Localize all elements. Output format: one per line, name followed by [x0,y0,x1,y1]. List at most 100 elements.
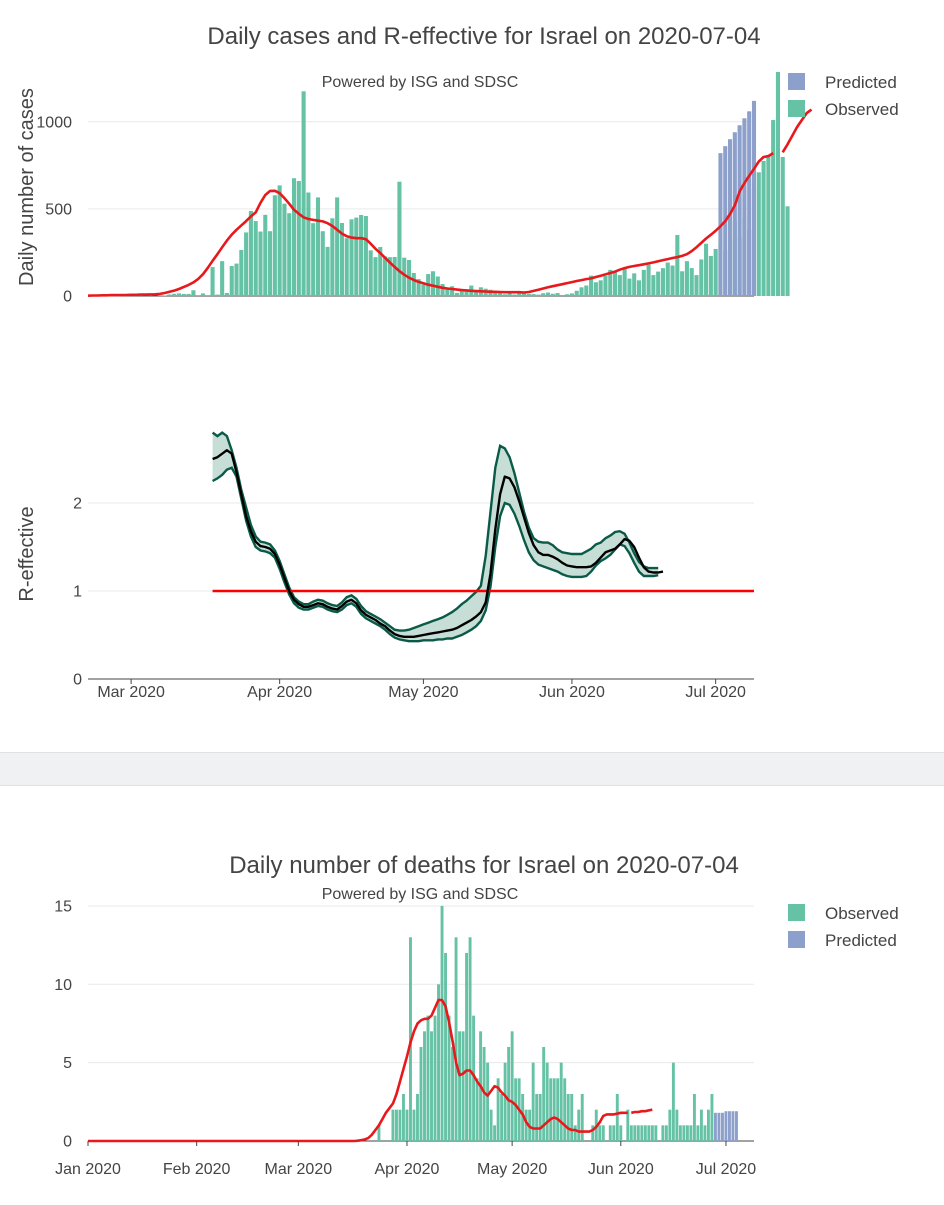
deaths-bar-observed [665,1125,668,1141]
cases-bar-observed [225,293,229,296]
cases-bar-observed [527,294,531,296]
deaths-bar-observed [514,1078,517,1141]
deaths-bar-observed [507,1047,510,1141]
deaths-chart: Daily number of deaths for Israel on 202… [0,786,944,1200]
deaths-bar-predicted [735,1111,738,1141]
cases-bar-observed [445,289,449,296]
cases-bar-observed [556,293,560,296]
deaths-bar-observed [654,1125,657,1141]
cases-bar-observed [546,293,550,296]
cases-bar-observed [603,276,607,296]
cases-bar-observed [757,172,761,296]
deaths-bar-predicted [725,1111,728,1141]
deaths-bar-observed [451,1047,454,1141]
deaths-bar-observed [441,906,444,1141]
deaths-bar-observed [563,1078,566,1141]
deaths-bar-observed [556,1078,559,1141]
deaths-y-tick-label: 10 [54,977,72,994]
cases-bar-observed [273,195,277,296]
cases-bar-observed [364,216,368,296]
cases-bar-observed [306,193,310,296]
cases-bar-observed [311,223,315,296]
deaths-bar-observed [486,1063,489,1141]
deaths-bar-observed [672,1063,675,1141]
deaths-bar-predicted [728,1111,731,1141]
cases-bar-observed [383,256,387,296]
deaths-bar-observed [630,1125,633,1141]
cases-smoothed-observed [88,153,773,296]
cases-bars [96,72,790,296]
deaths-bar-observed [609,1125,612,1141]
cases-y-tick-label: 1000 [36,114,72,131]
deaths-bar-observed [616,1094,619,1141]
cases-bar-observed [249,211,253,296]
deaths-chart-subtitle: Powered by ISG and SDSC [322,886,519,903]
deaths-bar-observed [434,1016,437,1141]
deaths-bar-observed [574,1125,577,1141]
cases-bar-observed [685,261,689,296]
deaths-bar-observed [710,1094,713,1141]
cases-bar-observed [230,266,234,296]
legend-swatch-observed[interactable] [788,904,805,921]
deaths-bar-observed [689,1125,692,1141]
deaths-bar-observed [546,1063,549,1141]
legend-swatch-predicted[interactable] [788,73,805,90]
legend-label-observed[interactable]: Observed [825,100,899,119]
cases-bar-observed [661,268,665,296]
deaths-bar-observed [500,1094,503,1141]
legend-label-observed[interactable]: Observed [825,904,899,923]
deaths-bar-observed [644,1125,647,1141]
cases-bar-observed [335,197,339,296]
cases-bar-observed [239,250,243,296]
r-x-tick-label: Mar 2020 [97,684,165,701]
cases-legend[interactable]: Predicted Observed [788,73,899,119]
cases-bar-observed [464,291,468,296]
deaths-bar-observed [567,1094,570,1141]
cases-bar-observed [326,247,330,296]
cases-bar-observed [455,293,459,296]
deaths-bar-observed [444,953,447,1141]
legend-label-predicted[interactable]: Predicted [825,73,897,92]
cases-bar-observed [397,182,401,296]
r-band-area [213,433,659,642]
cases-bar-observed [690,268,694,296]
deaths-bar-observed [504,1063,507,1141]
cases-bar-observed [167,294,171,296]
deaths-legend[interactable]: Observed Predicted [788,904,899,950]
cases-bar-observed [532,294,536,296]
cases-bar-observed [565,294,569,296]
cases-bar-observed [656,272,660,296]
cases-bar-observed [373,257,377,296]
r-x-tick-label: Apr 2020 [247,684,312,701]
cases-bar-observed [158,295,162,296]
cases-bar-observed [254,221,258,296]
deaths-bar-observed [668,1110,671,1141]
cases-bar-observed [666,263,670,296]
panel-divider [0,752,944,786]
deaths-bar-observed [602,1125,605,1141]
cases-gridlines [88,122,754,296]
cases-bar-observed [421,285,425,296]
deaths-bar-observed [682,1125,685,1141]
deaths-bar-observed [511,1031,514,1141]
deaths-bar-observed [577,1110,580,1141]
legend-swatch-predicted[interactable] [788,931,805,948]
deaths-x-tick-label: Apr 2020 [375,1161,440,1178]
deaths-bar-predicted [721,1113,724,1141]
cases-y-axis-title: Daily number of cases [16,88,38,286]
cases-bar-observed [714,249,718,296]
legend-swatch-observed[interactable] [788,100,805,117]
cases-bar-observed [206,295,210,296]
legend-label-predicted[interactable]: Predicted [825,931,897,950]
deaths-bar-observed [696,1125,699,1141]
deaths-bar-observed [619,1125,622,1141]
cases-bar-observed [541,293,545,296]
cases-bar-observed [627,279,631,296]
cases-bar-observed [177,293,181,296]
deaths-bar-observed [420,1047,423,1141]
cases-bar-observed [637,280,641,296]
cases-bar-observed [776,72,780,296]
deaths-bar-observed [413,1110,416,1141]
